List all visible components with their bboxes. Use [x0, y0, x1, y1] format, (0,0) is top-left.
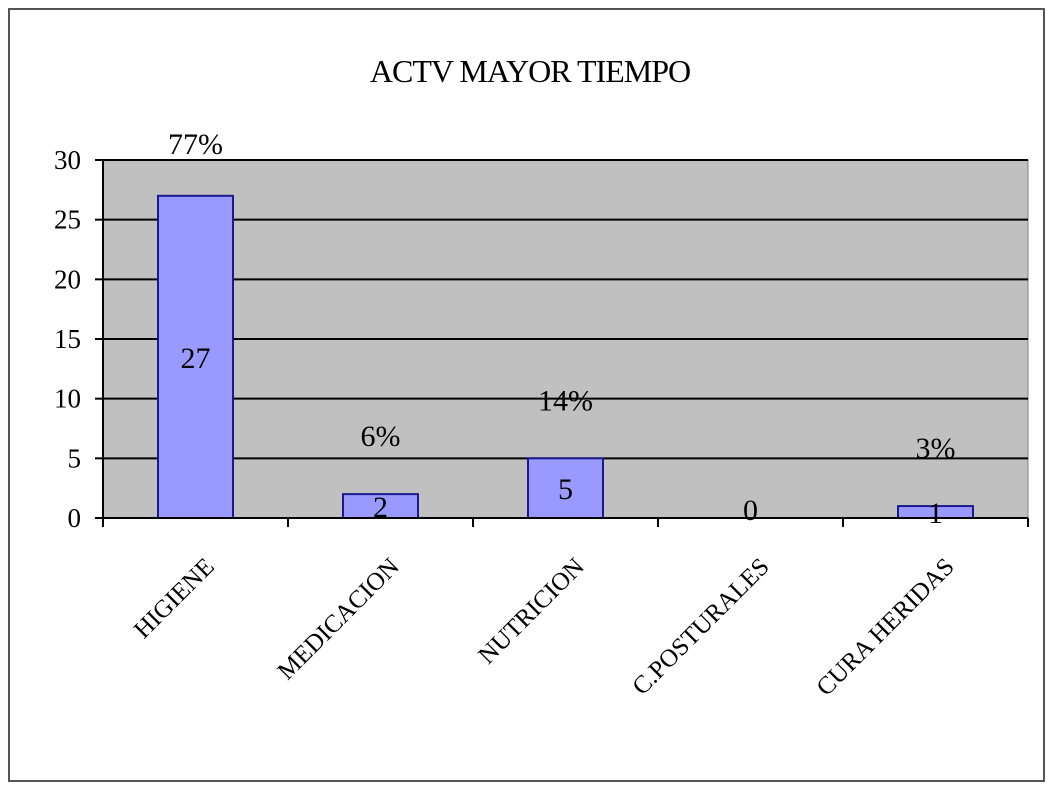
y-axis: 0 5 10 15 20 25 30 [54, 145, 104, 533]
y-tick-label: 25 [54, 205, 81, 235]
y-tick-label: 15 [54, 324, 81, 354]
bars [157, 194, 974, 520]
category-label: C.POSTURALES [627, 553, 774, 700]
percent-label: 3% [916, 432, 956, 465]
bar-value-label: 2 [373, 491, 388, 524]
bar-value-label: 5 [558, 473, 573, 506]
x-axis: HIGIENE MEDICACION NUTRICION C.POSTURALES CU… [102, 517, 1029, 701]
bar-nutricion [527, 457, 604, 520]
y-tick-label: 30 [54, 145, 81, 175]
category-label: NUTRICION [473, 553, 589, 669]
percent-label: 6% [361, 420, 401, 453]
bar-value-label: 1 [928, 497, 943, 530]
percent-label: 14% [538, 384, 593, 417]
bar-value-label: 0 [743, 494, 758, 527]
y-tick-label: 20 [54, 264, 81, 294]
category-label: CURA HERIDAS [811, 553, 959, 701]
chart-title: ACTV MAYOR TIEMPO [370, 53, 690, 89]
bar-higiene [157, 194, 234, 520]
data-labels: 27 77% 2 6% 5 14% 0 1 3% [168, 128, 956, 530]
y-tick-label: 10 [54, 384, 81, 414]
category-label: MEDICACION [273, 553, 405, 685]
percent-label: 77% [168, 128, 223, 161]
category-label: HIGIENE [129, 553, 220, 644]
gridlines [103, 159, 1028, 460]
y-tick-label: 5 [68, 443, 82, 473]
bar-value-label: 27 [181, 342, 211, 375]
chart-frame: ACTV MAYOR TIEMPO 0 5 10 15 20 25 30 27 77% 2 6% 5… [8, 8, 1045, 782]
y-tick-label: 0 [68, 503, 82, 533]
